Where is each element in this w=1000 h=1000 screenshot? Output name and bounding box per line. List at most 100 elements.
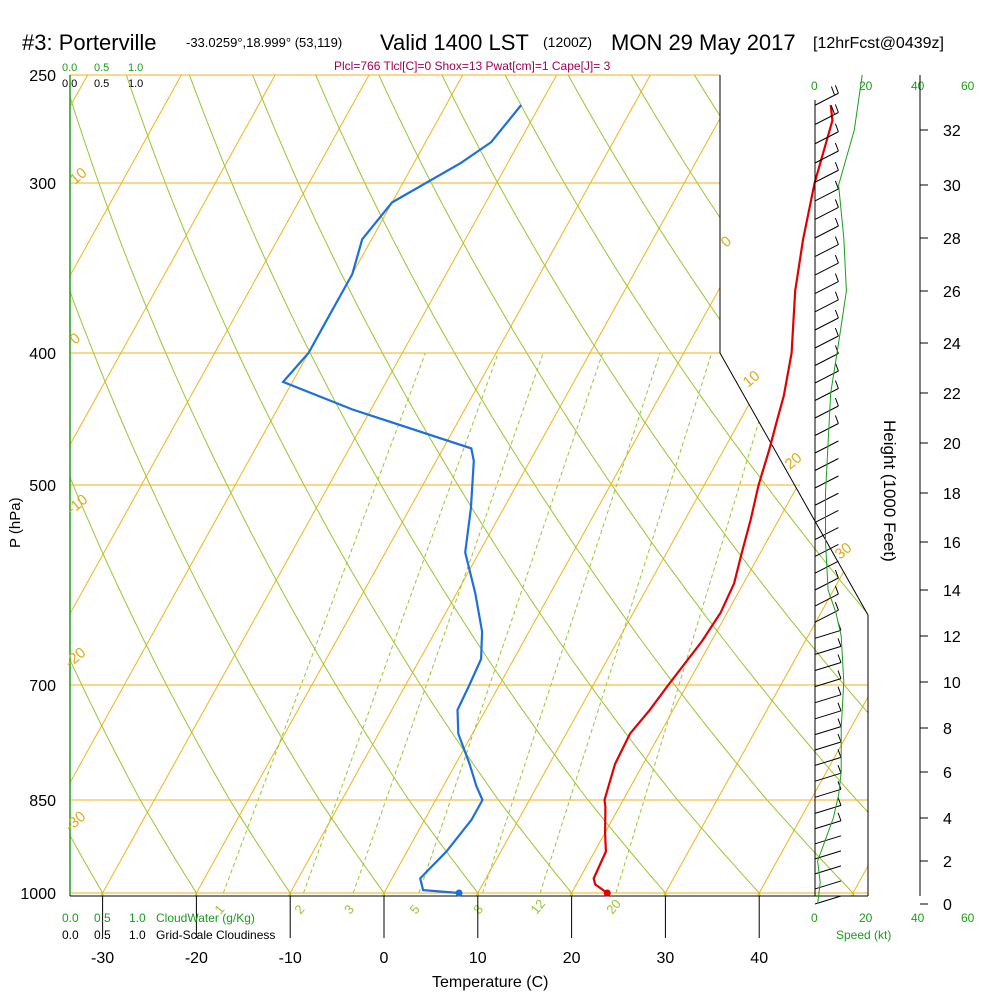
cw-top-1: 0.5 (94, 62, 109, 74)
cw-bottom-title: CloudWater (g/Kg) (156, 911, 255, 925)
dry-adiabat-line (429, 75, 868, 896)
height-tick-label: 24 (943, 336, 961, 353)
isotherm-line (70, 75, 191, 896)
height-tick-label: 2 (943, 854, 952, 871)
pressure-tick-label: 250 (29, 68, 56, 85)
cw-top-2: 1.0 (128, 62, 143, 74)
wind-barb-staff (814, 710, 842, 720)
wind-barbs (814, 85, 842, 905)
wind-barb-flag (837, 654, 842, 663)
temperature-tick-label: -20 (185, 950, 208, 967)
speed-axis-label: Speed (kt) (836, 928, 891, 942)
wind-barb-staff (814, 772, 842, 782)
wind-barb-staff (814, 169, 839, 183)
wind-barb-staff (814, 509, 839, 523)
forecast-info: [12hrFcst@0439z] (813, 35, 944, 52)
temperature-axis-ticks: -30 -20 -10 0 10 20 30 40 (91, 896, 768, 967)
wind-barb-staff (814, 527, 839, 540)
wind-barb-staff (814, 388, 839, 401)
pressure-axis-ticks: 250 300 400 500 700 850 1000 (20, 68, 56, 903)
wind-barb-flag (837, 686, 842, 695)
wind-barb-flag (834, 104, 839, 113)
mixing-ratio-line (222, 352, 426, 894)
wind-barb-flag (834, 236, 839, 245)
isotherm-line (100, 75, 566, 896)
wind-barb-staff (814, 577, 839, 591)
wind-barb-flag (834, 345, 839, 354)
temperature-tick-label: 0 (380, 950, 389, 967)
height-tick-label: 32 (943, 123, 961, 140)
pressure-tick-label: 400 (29, 346, 56, 363)
isotherm-line (288, 75, 753, 896)
dry-adiabat-line (70, 75, 498, 896)
pressure-tick-label: 1000 (20, 886, 56, 903)
mixing-ratio-line (482, 352, 661, 894)
cw-bottom-1: 0.5 (94, 911, 111, 925)
mixing-ratio-label: 12 (527, 896, 548, 917)
wind-barb-staff (814, 543, 839, 557)
mixing-ratio-label: 3 (341, 902, 357, 917)
mixing-ratio-labels: 1 2 3 5 8 12 20 (211, 896, 624, 917)
dry-adiabat-line (117, 75, 593, 896)
wind-barb-staff (814, 405, 839, 419)
height-tick-label: 6 (943, 765, 952, 782)
wind-barb-staff (814, 788, 842, 798)
speed-top-0: 0 (811, 79, 818, 93)
cloudiness-bottom-scale: 0.0 0.5 1.0 Grid-Scale Cloudiness (62, 928, 275, 942)
wind-barb-staff (814, 835, 842, 845)
wind-barb-staff (814, 112, 839, 125)
speed-top-20: 20 (859, 79, 873, 93)
stability-indices: Plcl=766 Tlcl[C]=0 Shox=13 Pwat[cm]=1 Ca… (334, 59, 611, 73)
wind-barb-flag (837, 765, 842, 774)
wind-barb-staff (814, 317, 839, 331)
wind-barb-flag (834, 180, 839, 190)
wind-barb-staff (814, 244, 839, 257)
wind-barb-flag (834, 162, 839, 171)
wind-barb-flag (837, 749, 842, 758)
wind-barb-flag (834, 327, 839, 337)
temperature-tick-label: -10 (279, 950, 302, 967)
cl-top-2: 1.0 (128, 78, 143, 90)
cw-top-0: 0.0 (62, 62, 77, 74)
wind-barb-flag (834, 254, 839, 264)
wind-barb-staff (814, 150, 839, 164)
cl-bottom-title: Grid-Scale Cloudiness (156, 928, 275, 942)
isotherm-label: 20 (782, 449, 806, 473)
speed-bottom-60: 60 (961, 911, 975, 925)
station-title: #3: Porterville (22, 30, 157, 55)
temperature-tick-label: 10 (469, 950, 487, 967)
dry-adiabat-line (492, 75, 868, 896)
wind-barb-flag (834, 585, 839, 595)
wind-barb-flag (834, 362, 839, 372)
isotherm-label: -20 (62, 644, 90, 671)
surface-dewpoint-dot (455, 889, 463, 897)
cl-bottom-2: 1.0 (129, 928, 146, 942)
isotherm-label: -10 (64, 491, 92, 518)
cw-bottom-0: 0.0 (62, 911, 79, 925)
wind-barb-flag (834, 569, 839, 579)
wind-barb-flag (837, 718, 842, 727)
wind-barb-staff (814, 281, 839, 295)
wind-barb-staff (814, 207, 839, 220)
wind-barb-staff (814, 131, 839, 145)
height-tick-label: 10 (943, 675, 961, 692)
wind-barb-staff (814, 92, 839, 106)
speed-top-40: 40 (911, 79, 925, 93)
wind-barb-staff (814, 262, 839, 276)
valid-date: MON 29 May 2017 (611, 30, 796, 55)
station-coords: -33.0259°,18.999° (53,119) (186, 35, 342, 50)
height-tick-label: 16 (943, 535, 961, 552)
isotherm-label: 10 (740, 367, 764, 391)
speed-top-ticks: 0 20 40 60 (811, 79, 975, 93)
pressure-tick-label: 850 (29, 793, 56, 810)
wind-barb-flag (834, 291, 839, 300)
wind-barb-staff (814, 694, 842, 704)
mixing-ratio-label: 2 (291, 902, 307, 917)
cl-bottom-0: 0.0 (62, 928, 79, 942)
wind-barb-staff (814, 440, 839, 454)
height-tick-label: 4 (943, 811, 952, 828)
wind-barb-flag (834, 123, 839, 132)
wind-barb-staff (814, 662, 842, 671)
wind-barb-flag (830, 105, 835, 114)
speed-bottom-40: 40 (911, 911, 925, 925)
